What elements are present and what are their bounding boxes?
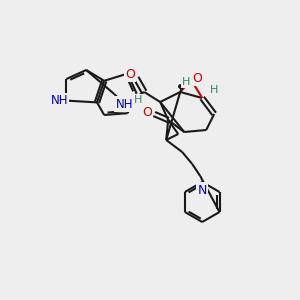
Polygon shape xyxy=(180,81,186,92)
Text: O: O xyxy=(192,71,202,85)
Text: NH: NH xyxy=(51,94,68,107)
Text: O: O xyxy=(142,106,152,118)
Text: H: H xyxy=(134,95,142,105)
Text: N: N xyxy=(197,184,207,196)
Text: H: H xyxy=(182,77,190,87)
Text: H: H xyxy=(210,85,218,95)
Text: NH: NH xyxy=(116,98,133,110)
Text: O: O xyxy=(125,68,135,80)
